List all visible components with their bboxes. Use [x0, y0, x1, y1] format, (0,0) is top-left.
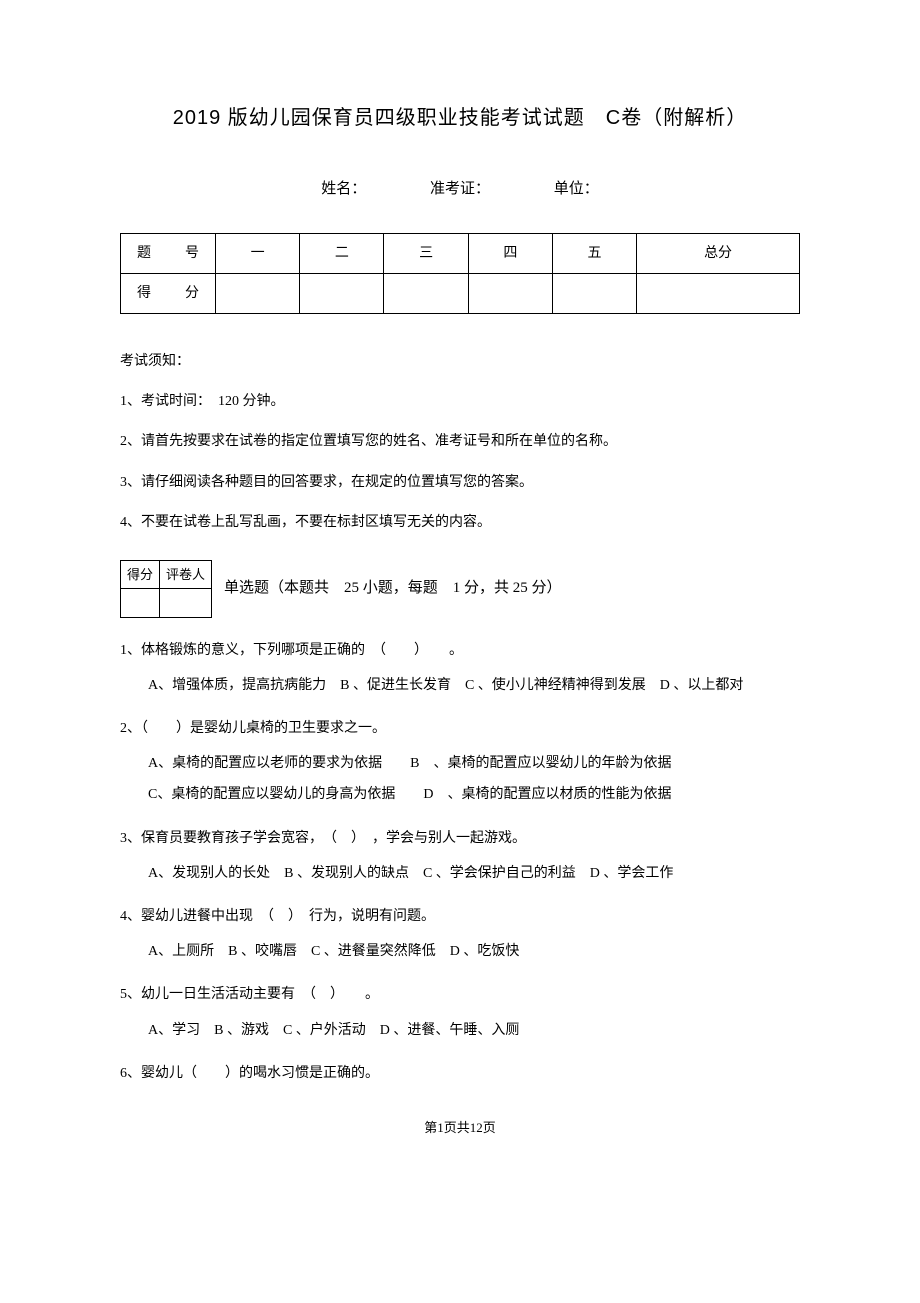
header-cell: 一 — [216, 234, 300, 274]
section-title: 单选题（本题共 25 小题，每题 1 分，共 25 分） — [224, 575, 562, 602]
question-stem: 6、婴幼儿（ ）的喝水习惯是正确的。 — [120, 1061, 800, 1086]
notice-heading: 考试须知： — [120, 349, 800, 374]
unit-label: 单位： — [554, 176, 599, 203]
grader-score-cell — [121, 589, 160, 617]
section-header: 得分 评卷人 单选题（本题共 25 小题，每题 1 分，共 25 分） — [120, 560, 800, 618]
score-table: 题 号 一 二 三 四 五 总分 得 分 — [120, 233, 800, 314]
grader-score-label: 得分 — [121, 560, 160, 588]
header-cell: 总分 — [637, 234, 800, 274]
header-cell: 二 — [300, 234, 384, 274]
candidate-info: 姓名： 准考证： 单位： — [120, 176, 800, 203]
score-cell — [384, 274, 468, 314]
question-stem: 5、幼儿一日生活活动主要有 （ ） 。 — [120, 982, 800, 1007]
table-row: 题 号 一 二 三 四 五 总分 — [121, 234, 800, 274]
question-3: 3、保育员要教育孩子学会宽容， （ ） ，学会与别人一起游戏。 A、发现别人的长… — [120, 826, 800, 886]
question-stem: 3、保育员要教育孩子学会宽容， （ ） ，学会与别人一起游戏。 — [120, 826, 800, 851]
question-options: A、发现别人的长处 B 、发现别人的缺点 C 、学会保护自己的利益 D 、学会工… — [120, 861, 800, 886]
table-row: 得 分 — [121, 274, 800, 314]
question-6: 6、婴幼儿（ ）的喝水习惯是正确的。 — [120, 1061, 800, 1086]
notice-item: 2、请首先按要求在试卷的指定位置填写您的姓名、准考证号和所在单位的名称。 — [120, 429, 800, 454]
question-options: C、桌椅的配置应以婴幼儿的身高为依据 D 、桌椅的配置应以材质的性能为依据 — [120, 782, 800, 807]
score-cell — [216, 274, 300, 314]
grader-reviewer-label: 评卷人 — [160, 560, 212, 588]
question-options: A、增强体质，提高抗病能力 B 、促进生长发育 C 、使小儿神经精神得到发展 D… — [120, 673, 800, 698]
header-cell: 五 — [552, 234, 636, 274]
header-cell: 题 号 — [121, 234, 216, 274]
score-cell — [637, 274, 800, 314]
question-stem: 1、体格锻炼的意义，下列哪项是正确的 （ ） 。 — [120, 638, 800, 663]
page-title: 2019 版幼儿园保育员四级职业技能考试试题 C卷（附解析） — [120, 100, 800, 136]
question-options: A、学习 B 、游戏 C 、户外活动 D 、进餐、午睡、入厕 — [120, 1018, 800, 1043]
notice-item: 1、考试时间： 120 分钟。 — [120, 389, 800, 414]
notice-list: 1、考试时间： 120 分钟。 2、请首先按要求在试卷的指定位置填写您的姓名、准… — [120, 389, 800, 535]
score-label-cell: 得 分 — [121, 274, 216, 314]
score-cell — [300, 274, 384, 314]
page-footer: 第1页共12页 — [120, 1116, 800, 1139]
grader-table: 得分 评卷人 — [120, 560, 212, 618]
question-stem: 4、婴幼儿进餐中出现 （ ） 行为，说明有问题。 — [120, 904, 800, 929]
question-4: 4、婴幼儿进餐中出现 （ ） 行为，说明有问题。 A、上厕所 B 、咬嘴唇 C … — [120, 904, 800, 964]
notice-item: 4、不要在试卷上乱写乱画，不要在标封区填写无关的内容。 — [120, 510, 800, 535]
score-cell — [552, 274, 636, 314]
question-options: A、上厕所 B 、咬嘴唇 C 、进餐量突然降低 D 、吃饭快 — [120, 939, 800, 964]
question-2: 2、（ ）是婴幼儿桌椅的卫生要求之一。 A、桌椅的配置应以老师的要求为依据 B … — [120, 716, 800, 808]
grader-reviewer-cell — [160, 589, 212, 617]
ticket-label: 准考证： — [430, 176, 490, 203]
header-cell: 四 — [468, 234, 552, 274]
question-1: 1、体格锻炼的意义，下列哪项是正确的 （ ） 。 A、增强体质，提高抗病能力 B… — [120, 638, 800, 698]
score-cell — [468, 274, 552, 314]
notice-item: 3、请仔细阅读各种题目的回答要求，在规定的位置填写您的答案。 — [120, 470, 800, 495]
question-options: A、桌椅的配置应以老师的要求为依据 B 、桌椅的配置应以婴幼儿的年龄为依据 — [120, 751, 800, 776]
question-5: 5、幼儿一日生活活动主要有 （ ） 。 A、学习 B 、游戏 C 、户外活动 D… — [120, 982, 800, 1042]
name-label: 姓名： — [321, 176, 366, 203]
header-cell: 三 — [384, 234, 468, 274]
question-stem: 2、（ ）是婴幼儿桌椅的卫生要求之一。 — [120, 716, 800, 741]
